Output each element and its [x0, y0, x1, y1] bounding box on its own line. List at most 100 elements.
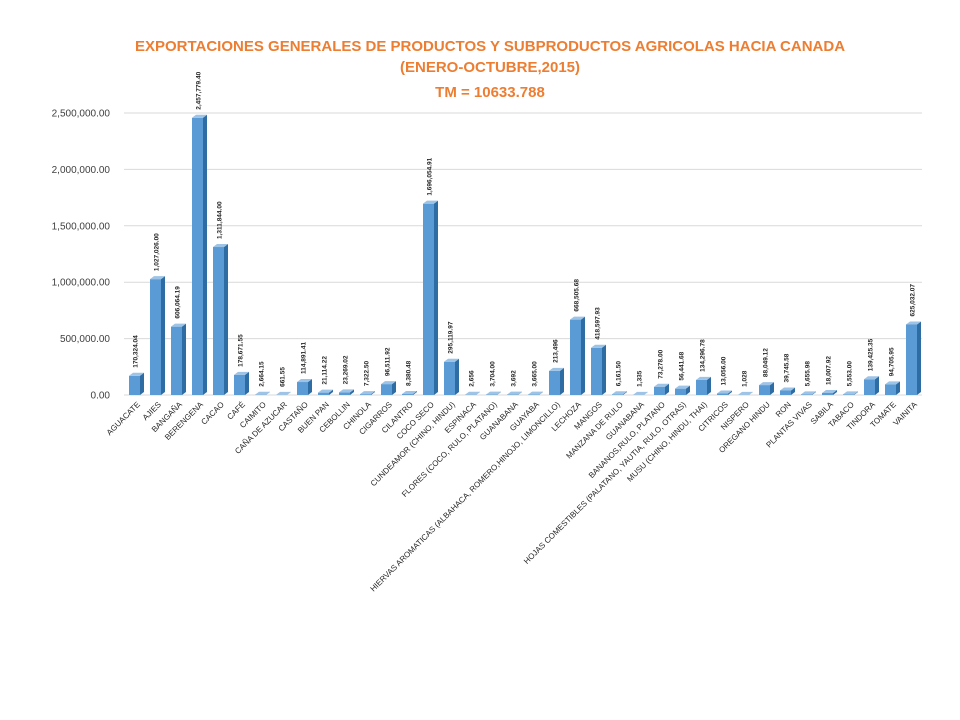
bar-side — [413, 391, 417, 395]
bar-top — [129, 372, 144, 376]
bar — [906, 321, 921, 395]
bar — [486, 391, 501, 395]
y-tick-label: 1,000,000.00 — [52, 278, 111, 289]
bar-face — [591, 347, 602, 395]
data-label: 3,692 — [511, 370, 518, 387]
bar-face — [843, 394, 854, 395]
bar-side — [182, 323, 186, 395]
bar-side — [308, 379, 312, 395]
bar-face — [339, 392, 350, 395]
chart-subtitle-total: TM = 10633.788 — [435, 84, 545, 101]
bar-side — [245, 371, 249, 395]
bar-side — [392, 381, 396, 395]
data-label: 170,324.04 — [133, 335, 140, 368]
bar-side — [875, 376, 879, 395]
bar — [528, 391, 543, 395]
bar — [465, 391, 480, 395]
data-label: 18,007.92 — [826, 356, 833, 385]
chart-subtitle: (ENERO-OCTUBRE,2015) — [400, 59, 580, 76]
bar-side — [560, 367, 564, 395]
bar — [255, 391, 270, 395]
bar-face — [318, 392, 329, 395]
data-label: 661.55 — [280, 367, 287, 387]
bar — [717, 390, 732, 395]
bar-side — [476, 391, 480, 395]
data-label: 2,664.15 — [259, 361, 266, 387]
bar-top — [885, 381, 900, 385]
bar-side — [140, 372, 144, 395]
data-label: 668,505.68 — [574, 279, 581, 312]
bar-top — [654, 383, 669, 387]
bar-face — [171, 326, 182, 395]
bar — [696, 376, 711, 395]
bar-top — [465, 391, 480, 395]
bar-side — [161, 276, 165, 395]
bar — [738, 391, 753, 395]
data-label: 8,380.48 — [406, 360, 413, 386]
bar-top — [717, 390, 732, 394]
bar — [339, 389, 354, 395]
bar-top — [633, 391, 648, 395]
bar-top — [360, 391, 375, 395]
data-label: 2,457,779.40 — [196, 71, 203, 109]
data-label: 1,311,844.00 — [217, 201, 224, 239]
bar-side — [371, 391, 375, 395]
bar-side — [203, 114, 207, 395]
bar-side — [266, 391, 270, 395]
bar-top — [507, 391, 522, 395]
bar-side — [602, 344, 606, 395]
bar — [444, 358, 459, 395]
data-label: 418,597.93 — [595, 307, 602, 340]
data-label: 13,056.00 — [721, 356, 728, 385]
data-label: 178,671.55 — [238, 334, 245, 367]
bar-top — [906, 321, 921, 325]
bar — [360, 391, 375, 395]
x-tick-label: AGUACATE — [105, 400, 142, 437]
bar-top — [255, 391, 270, 395]
bar-top — [402, 391, 417, 395]
y-axis-ticks: 0.00 500,000.00 1,000,000.00 1,500,000.00 2,… — [52, 109, 111, 402]
bar-top — [423, 200, 438, 204]
bar-top — [528, 391, 543, 395]
bar — [171, 323, 186, 395]
bar-side — [581, 316, 585, 395]
bar-side — [854, 391, 858, 395]
bar-face — [150, 279, 161, 395]
bar-side — [287, 391, 291, 395]
x-tick-label: CACAO — [199, 400, 225, 426]
data-label: 6,161.50 — [616, 361, 623, 387]
bar — [381, 381, 396, 395]
y-tick-label: 2,000,000.00 — [52, 165, 111, 176]
data-label: 1,027,026.00 — [154, 233, 161, 271]
bar-top — [486, 391, 501, 395]
bar-top — [591, 344, 606, 348]
bar — [843, 391, 858, 395]
bar-side — [434, 200, 438, 395]
y-tick-label: 500,000.00 — [60, 334, 110, 345]
bar-top — [822, 389, 837, 393]
bar — [864, 376, 879, 395]
data-label: 3,665.00 — [532, 361, 539, 387]
bar-top — [780, 387, 795, 391]
data-label: 5,655.98 — [805, 361, 812, 387]
data-label: 625,032.07 — [910, 284, 917, 317]
chart-title: EXPORTACIONES GENERALES DE PRODUCTOS Y S… — [135, 38, 845, 55]
bar-face — [696, 379, 707, 395]
bar-side — [350, 389, 354, 395]
bar-face — [906, 324, 917, 395]
bar-top — [801, 391, 816, 395]
y-tick-label: 2,500,000.00 — [52, 109, 111, 120]
data-label: 7,322.50 — [364, 360, 371, 386]
data-label: 21,114.22 — [322, 356, 329, 385]
bar-side — [728, 390, 732, 395]
bar-top — [675, 385, 690, 389]
data-label: 96,511.92 — [385, 347, 392, 376]
bar-face — [780, 390, 791, 395]
bar-side — [749, 391, 753, 395]
bar-top — [339, 389, 354, 393]
bar — [150, 276, 165, 395]
data-label: 56,441.68 — [679, 351, 686, 380]
bar-top — [696, 376, 711, 380]
